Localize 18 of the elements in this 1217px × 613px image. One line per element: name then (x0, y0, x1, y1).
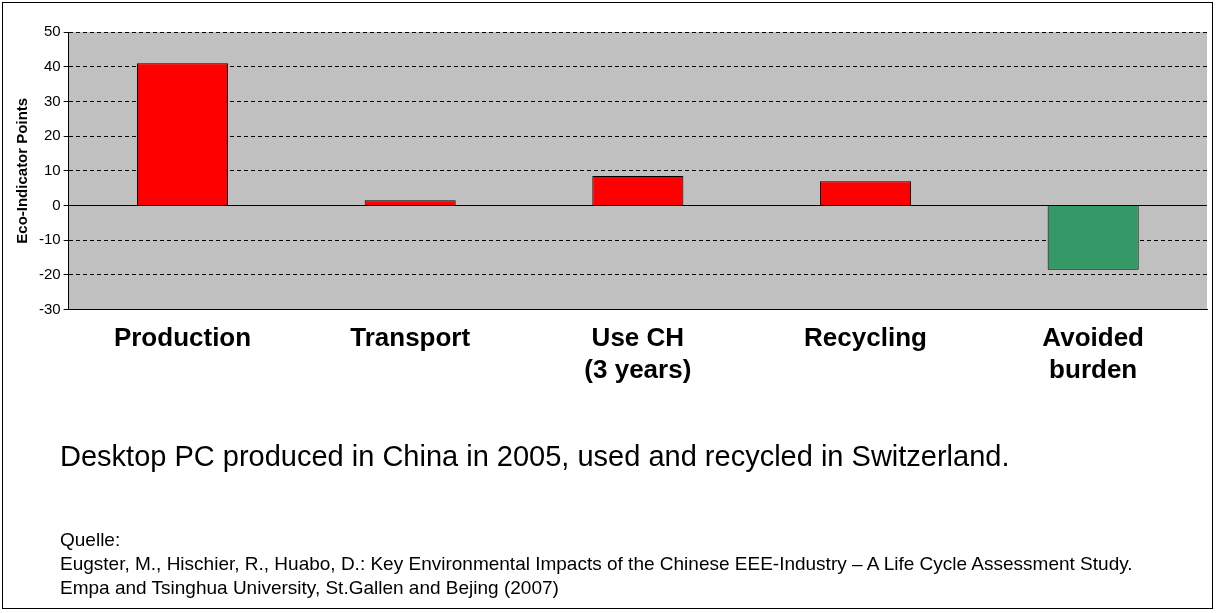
y-tick-label: 0 (52, 195, 61, 213)
y-tick-label: 40 (43, 56, 61, 74)
y-tick-label: -30 (38, 299, 61, 317)
y-tick-label: 10 (43, 160, 61, 178)
y-tick-label: -20 (38, 265, 61, 283)
y-tick-label: 20 (43, 126, 61, 144)
text: Desktop PC produced in China in 2005, used and recycled in Switzerland. (60, 440, 1010, 473)
text: Eugster, M., Hischier, R., Huabo, D.: Key Environmental Impacts of the Chinese EEE-Industry – A Life Cycle Assessment Study. Empa and Tsinghua University, St.Gallen and Bejing (2007) (60, 552, 1134, 600)
y-tick-label: 50 (43, 22, 61, 40)
x-tick-label: Production (113, 322, 252, 353)
x-tick-label: Recycling (804, 322, 927, 353)
y-axis-title: Eco-Indicator Points (13, 97, 31, 244)
x-tick-label: Transport (350, 322, 471, 353)
source-note: Quelle: (60, 528, 122, 552)
y-tick-label: -10 (38, 230, 61, 248)
y-tick-label: 30 (43, 91, 61, 109)
x-tick-label: Avoided burden (1042, 322, 1144, 384)
x-tick-label: Use CH (3 years) (584, 322, 692, 384)
